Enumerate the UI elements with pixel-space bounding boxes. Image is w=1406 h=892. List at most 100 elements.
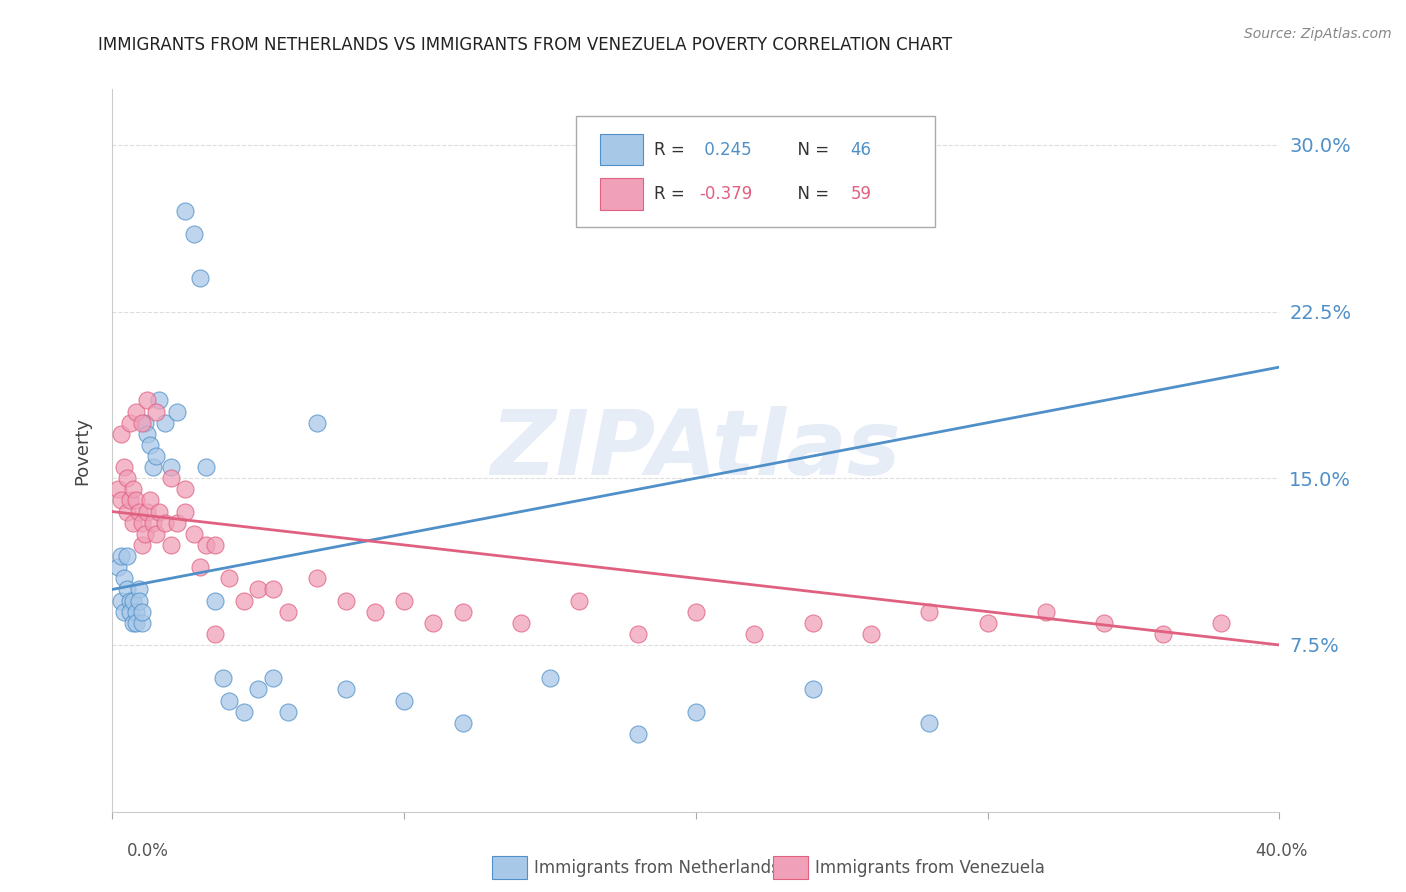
Text: 40.0%: 40.0% (1256, 842, 1308, 860)
Point (125, 404, 148, 418)
Point (218, 571, 240, 585)
Point (128, 582, 150, 597)
Text: Source: ZipAtlas.com: Source: ZipAtlas.com (1244, 27, 1392, 41)
Point (218, 693, 240, 707)
Point (136, 393, 159, 408)
Point (125, 493, 148, 508)
Point (134, 416, 156, 430)
Point (627, 627, 650, 641)
Point (568, 593, 591, 607)
Point (204, 593, 226, 607)
Point (110, 593, 132, 607)
Point (153, 416, 176, 430)
Point (107, 483, 129, 497)
Point (145, 526, 167, 541)
Point (262, 671, 284, 685)
Point (918, 715, 941, 730)
Point (232, 705, 254, 719)
Point (148, 505, 170, 519)
Point (451, 715, 474, 730)
Text: IMMIGRANTS FROM NETHERLANDS VS IMMIGRANTS FROM VENEZUELA POVERTY CORRELATION CHA: IMMIGRANTS FROM NETHERLANDS VS IMMIGRANT… (98, 36, 952, 54)
Point (139, 493, 162, 508)
Point (212, 671, 235, 685)
Point (1094, 615, 1116, 630)
Point (125, 605, 148, 619)
Point (112, 605, 135, 619)
Point (131, 516, 153, 530)
Point (194, 538, 217, 552)
Point (232, 593, 254, 607)
Point (451, 605, 474, 619)
Point (1152, 627, 1174, 641)
Point (115, 505, 138, 519)
Point (128, 593, 150, 607)
Point (976, 615, 998, 630)
Text: R =: R = (654, 141, 690, 159)
Text: Immigrants from Venezuela: Immigrants from Venezuela (815, 859, 1045, 877)
Point (918, 605, 941, 619)
Point (364, 605, 387, 619)
Point (247, 682, 270, 697)
Point (801, 615, 824, 630)
Point (131, 538, 153, 552)
Point (139, 438, 162, 452)
Point (153, 516, 176, 530)
Point (394, 593, 416, 607)
Text: 46: 46 (851, 141, 872, 159)
Point (422, 615, 444, 630)
Text: ZIPAtlas: ZIPAtlas (491, 407, 901, 494)
Y-axis label: Poverty: Poverty (73, 417, 91, 484)
Point (118, 593, 141, 607)
Point (305, 571, 328, 585)
Point (204, 538, 226, 552)
Point (742, 627, 765, 641)
Text: R =: R = (654, 186, 690, 203)
Text: N =: N = (787, 186, 835, 203)
Point (122, 516, 145, 530)
Point (860, 627, 883, 641)
Point (1209, 615, 1232, 630)
Point (335, 682, 357, 697)
Text: Immigrants from Netherlands: Immigrants from Netherlands (534, 859, 780, 877)
Point (166, 404, 188, 418)
Point (110, 493, 132, 508)
Point (142, 516, 165, 530)
Point (335, 593, 357, 607)
Point (183, 227, 205, 241)
Point (276, 605, 298, 619)
Point (174, 204, 197, 219)
Point (166, 516, 188, 530)
Point (136, 505, 159, 519)
Point (118, 416, 141, 430)
Point (148, 393, 170, 408)
Point (305, 416, 328, 430)
Point (115, 582, 138, 597)
Point (107, 560, 129, 574)
Point (145, 404, 167, 418)
Point (118, 605, 141, 619)
Point (183, 526, 205, 541)
Point (394, 693, 416, 707)
Point (142, 460, 165, 475)
Point (685, 705, 707, 719)
Text: -0.379: -0.379 (699, 186, 752, 203)
Point (801, 682, 824, 697)
Point (134, 526, 156, 541)
Point (276, 705, 298, 719)
Point (627, 727, 650, 741)
Point (160, 538, 183, 552)
Point (1035, 605, 1057, 619)
Point (538, 671, 561, 685)
Point (112, 571, 135, 585)
Point (125, 615, 148, 630)
Point (188, 271, 211, 285)
Point (115, 549, 138, 563)
Point (136, 426, 159, 441)
Point (128, 505, 150, 519)
Text: 0.245: 0.245 (699, 141, 751, 159)
Point (174, 505, 197, 519)
Point (509, 615, 531, 630)
Point (131, 605, 153, 619)
Point (122, 615, 145, 630)
Point (122, 593, 145, 607)
